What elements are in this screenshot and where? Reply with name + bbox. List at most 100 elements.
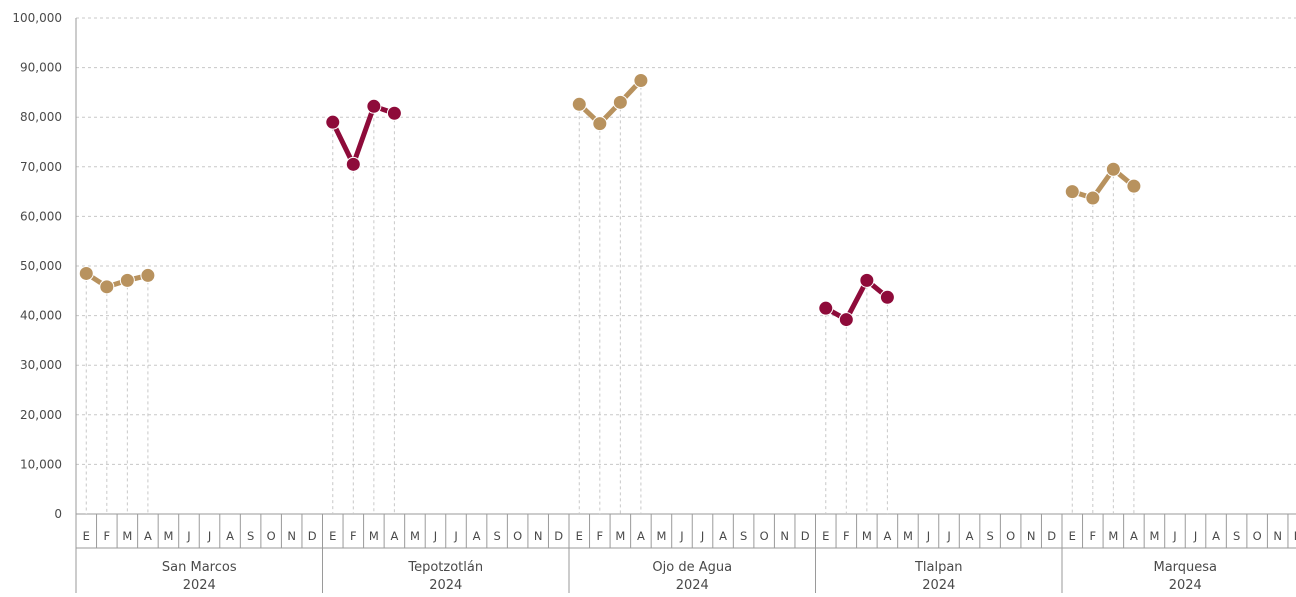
series-line xyxy=(330,103,397,167)
x-tick-label-month: F xyxy=(843,529,850,543)
x-tick-label-month: J xyxy=(700,529,704,543)
y-tick-label: 90,000 xyxy=(20,61,62,75)
x-tick-label-month: A xyxy=(390,529,398,543)
axes: 0 10,000 20,000 30,000 40,000 50,000 60,000 70,… xyxy=(12,11,1296,593)
y-tick-label: 70,000 xyxy=(20,160,62,174)
x-tick-label-month: J xyxy=(946,529,950,543)
y-tick-label: 40,000 xyxy=(20,309,62,323)
data-point xyxy=(592,116,608,132)
x-tick-label-month: E xyxy=(1069,529,1076,543)
x-tick-label-month: N xyxy=(287,529,296,543)
x-group-year-label: 2024 xyxy=(1169,578,1202,593)
x-tick-label-month: A xyxy=(1212,529,1220,543)
data-point xyxy=(78,265,94,281)
y-tick-label: 50,000 xyxy=(20,259,62,273)
x-group-year-label: 2024 xyxy=(183,578,216,593)
series-line xyxy=(1069,166,1137,201)
x-tick-label-month: D xyxy=(1294,529,1296,543)
x-group-year-label: 2024 xyxy=(429,578,462,593)
y-tick-label: 100,000 xyxy=(12,11,62,25)
data-point xyxy=(1126,178,1142,194)
x-tick-label-month: S xyxy=(1233,529,1240,543)
x-tick-label-month: M xyxy=(903,529,913,543)
x-tick-label-month: J xyxy=(1193,529,1197,543)
data-point xyxy=(633,72,649,88)
y-tick-label: 10,000 xyxy=(20,457,62,471)
series-line xyxy=(83,270,151,290)
data-point xyxy=(612,94,628,110)
x-tick-label-month: N xyxy=(1273,529,1282,543)
x-tick-label-month: F xyxy=(104,529,111,543)
data-point xyxy=(1105,161,1121,177)
x-tick-label-month: J xyxy=(926,529,930,543)
x-tick-label-month: M xyxy=(410,529,420,543)
y-tick-label: 20,000 xyxy=(20,408,62,422)
x-tick-label-month: N xyxy=(780,529,789,543)
x-tick-label-month: A xyxy=(883,529,891,543)
x-group-label: Tepotzotlán xyxy=(407,560,483,575)
x-tick-label-month: A xyxy=(1130,529,1138,543)
x-tick-label-month: O xyxy=(1253,529,1262,543)
x-tick-label-month: M xyxy=(1108,529,1118,543)
data-point xyxy=(386,105,402,121)
x-tick-label-month: M xyxy=(1149,529,1159,543)
series xyxy=(78,72,1142,328)
x-tick-label-month: S xyxy=(247,529,254,543)
x-tick-label-month: D xyxy=(308,529,317,543)
data-point xyxy=(838,312,854,328)
series-line xyxy=(576,77,644,127)
x-tick-label-month: S xyxy=(740,529,747,543)
x-group-year-label: 2024 xyxy=(676,578,709,593)
data-point xyxy=(879,289,895,305)
x-tick-label-month: J xyxy=(679,529,683,543)
x-tick-label-month: J xyxy=(207,529,211,543)
data-point xyxy=(1064,184,1080,200)
x-tick-label-month: F xyxy=(350,529,357,543)
x-tick-label-month: M xyxy=(122,529,132,543)
x-tick-label-month: F xyxy=(597,529,604,543)
data-point xyxy=(119,272,135,288)
x-tick-label-month: D xyxy=(554,529,563,543)
y-tick-label: 60,000 xyxy=(20,209,62,223)
x-tick-label-month: A xyxy=(966,529,974,543)
drop-lines xyxy=(85,80,1135,514)
x-tick-label-month: J xyxy=(453,529,457,543)
data-point xyxy=(99,279,115,295)
y-tick-label: 0 xyxy=(54,507,62,521)
x-tick-label-month: E xyxy=(329,529,336,543)
x-tick-label-month: J xyxy=(1172,529,1176,543)
x-tick-label-month: A xyxy=(637,529,645,543)
x-tick-label-month: S xyxy=(986,529,993,543)
x-tick-label-month: M xyxy=(615,529,625,543)
x-group-label: San Marcos xyxy=(162,560,237,575)
x-tick-label-month: S xyxy=(493,529,500,543)
x-tick-label-month: E xyxy=(822,529,829,543)
x-tick-label-month: N xyxy=(1027,529,1036,543)
data-point xyxy=(325,114,341,130)
x-tick-label-month: O xyxy=(513,529,522,543)
y-tick-label: 80,000 xyxy=(20,110,62,124)
x-group-label: Ojo de Agua xyxy=(652,560,732,575)
y-tick-label: 30,000 xyxy=(20,358,62,372)
x-tick-label-month: M xyxy=(656,529,666,543)
x-tick-label-month: A xyxy=(719,529,727,543)
data-point xyxy=(859,272,875,288)
x-tick-label-month: F xyxy=(1090,529,1097,543)
data-point xyxy=(140,267,156,283)
x-tick-label-month: J xyxy=(186,529,190,543)
x-group-year-label: 2024 xyxy=(922,578,955,593)
x-tick-label-month: O xyxy=(1006,529,1015,543)
x-tick-label-month: M xyxy=(163,529,173,543)
data-point xyxy=(818,300,834,316)
data-point xyxy=(345,156,361,172)
data-point xyxy=(1085,190,1101,206)
x-tick-label-month: J xyxy=(433,529,437,543)
data-point xyxy=(571,96,587,112)
x-tick-label-month: O xyxy=(267,529,276,543)
x-tick-label-month: N xyxy=(534,529,543,543)
x-group-label: Marquesa xyxy=(1153,560,1217,575)
x-tick-label-month: D xyxy=(801,529,810,543)
x-group-label: Tlalpan xyxy=(914,560,963,575)
